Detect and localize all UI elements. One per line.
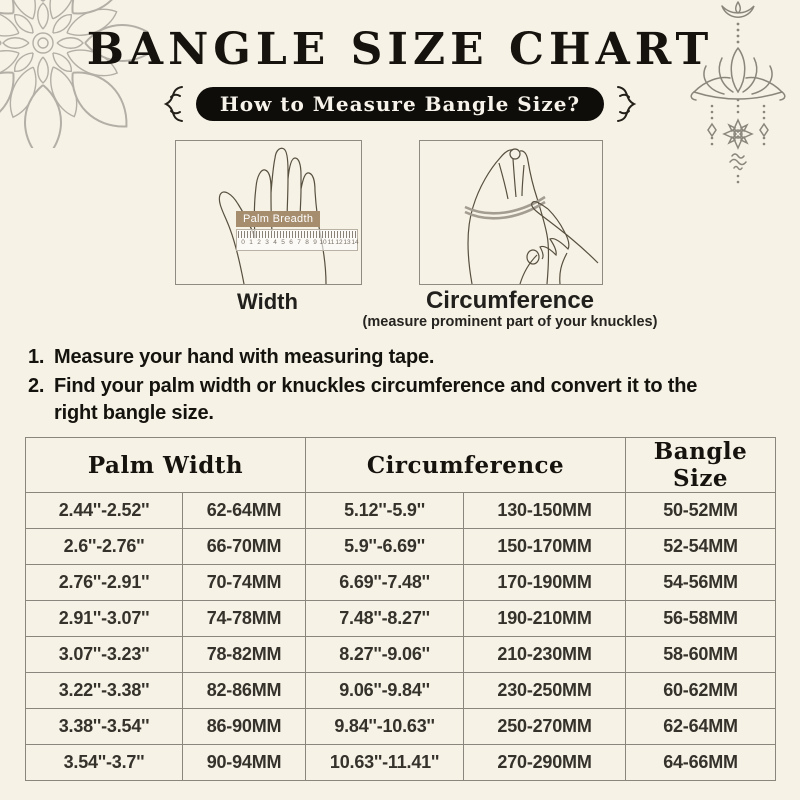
instruction-item: 2. Find your palm width or knuckles circ… xyxy=(28,373,768,427)
table-cell: 2.6''-2.76'' xyxy=(25,528,183,565)
table-cell: 74-78MM xyxy=(181,600,307,637)
table-cell: 82-86MM xyxy=(181,672,307,709)
ruler-number: 10 xyxy=(319,239,327,246)
table-cell: 64-66MM xyxy=(625,744,777,781)
table-cell: 2.91''-3.07'' xyxy=(25,600,183,637)
table-header-row: Palm Width Circumference Bangle Size xyxy=(24,437,777,493)
ruler-ticks xyxy=(238,231,356,238)
width-caption: Width xyxy=(237,289,298,314)
table-cell: 3.38''-3.54'' xyxy=(25,708,183,745)
table-cell: 86-90MM xyxy=(181,708,307,745)
instruction-item: 1. Measure your hand with measuring tape… xyxy=(28,344,768,371)
ruler-number: 4 xyxy=(273,239,277,246)
table-cell: 170-190MM xyxy=(463,564,627,601)
table-cell: 6.69''-7.48'' xyxy=(305,564,465,601)
size-table-body: 2.44''-2.52'' 62-64MM 5.12''-5.9'' 130-150M… xyxy=(25,492,777,781)
table-row: 3.07''-3.23'' 78-82MM 8.27''-9.06'' 210-230… xyxy=(25,636,777,673)
table-cell: 5.9''-6.69'' xyxy=(305,528,465,565)
table-cell: 150-170MM xyxy=(463,528,627,565)
instruction-number: 2. xyxy=(28,375,45,397)
table-cell: 62-64MM xyxy=(181,492,307,529)
circumference-subcaption: (measure prominent part of your knuckles… xyxy=(362,314,658,330)
table-cell: 270-290MM xyxy=(463,744,627,781)
table-cell: 230-250MM xyxy=(463,672,627,709)
width-illustration: 0 1 2 3 4 5 6 7 8 9 10 11 12 13 14 Palm Breadth xyxy=(175,140,362,285)
instruction-text: Measure your hand with measuring tape. xyxy=(54,346,435,368)
table-cell: 3.54''-3.7'' xyxy=(25,744,183,781)
table-cell: 78-82MM xyxy=(181,636,307,673)
ruler-number: 14 xyxy=(351,239,359,246)
mandala-icon xyxy=(0,0,148,148)
table-cell: 2.76''-2.91'' xyxy=(25,564,183,601)
table-cell: 60-62MM xyxy=(625,672,777,709)
pinched-hand-icon xyxy=(464,148,599,285)
table-row: 2.76''-2.91'' 70-74MM 6.69''-7.48'' 170-190… xyxy=(25,564,777,601)
table-row: 2.91''-3.07'' 74-78MM 7.48''-8.27'' 190-210… xyxy=(25,600,777,637)
table-row: 3.22''-3.38'' 82-86MM 9.06''-9.84'' 230-250… xyxy=(25,672,777,709)
ruler-number: 1 xyxy=(249,239,253,246)
table-cell: 5.12''-5.9'' xyxy=(305,492,465,529)
table-cell: 7.48''-8.27'' xyxy=(305,600,465,637)
instruction-text: Find your palm width or knuckles circumf… xyxy=(54,375,698,424)
banner-pill: How to Measure Bangle Size? xyxy=(195,87,605,121)
table-cell: 2.44''-2.52'' xyxy=(25,492,183,529)
ruler-number: 3 xyxy=(265,239,269,246)
how-to-banner: How to Measure Bangle Size? xyxy=(0,84,800,124)
ruler-numbers: 0 1 2 3 4 5 6 7 8 9 10 11 12 13 14 xyxy=(239,239,359,246)
table-cell: 250-270MM xyxy=(463,708,627,745)
table-cell: 50-52MM xyxy=(625,492,777,529)
ruler: 0 1 2 3 4 5 6 7 8 9 10 11 12 13 14 xyxy=(236,229,359,251)
table-cell: 90-94MM xyxy=(181,744,307,781)
table-cell: 3.07''-3.23'' xyxy=(25,636,183,673)
ruler-number: 9 xyxy=(313,239,317,246)
table-row: 2.6''-2.76'' 66-70MM 5.9''-6.69'' 150-170MM… xyxy=(25,528,777,565)
table-cell: 9.84''-10.63'' xyxy=(305,708,465,745)
table-row: 3.54''-3.7'' 90-94MM 10.63''-11.41'' 270-29… xyxy=(25,744,777,781)
table-cell: 66-70MM xyxy=(181,528,307,565)
table-cell: 54-56MM xyxy=(625,564,777,601)
ruler-number: 13 xyxy=(343,239,351,246)
table-cell: 62-64MM xyxy=(625,708,777,745)
lotus-ornament-icon xyxy=(690,1,786,184)
flourish-left-icon xyxy=(163,86,183,122)
table-cell: 8.27''-9.06'' xyxy=(305,636,465,673)
circumference-illustration xyxy=(419,140,603,285)
table-cell: 52-54MM xyxy=(625,528,777,565)
ruler-number: 6 xyxy=(289,239,293,246)
ruler-number: 0 xyxy=(241,239,245,246)
palm-breadth-label: Palm Breadth xyxy=(236,211,321,227)
table-header-circumference: Circumference xyxy=(305,437,627,493)
table-header-palm-width: Palm Width xyxy=(24,437,307,493)
ruler-number: 8 xyxy=(305,239,309,246)
table-cell: 9.06''-9.84'' xyxy=(305,672,465,709)
table-cell: 58-60MM xyxy=(625,636,777,673)
page-title: BANGLE SIZE CHART xyxy=(86,24,714,75)
flourish-right-icon xyxy=(617,86,637,122)
size-table: Palm Width Circumference Bangle Size 2.4… xyxy=(24,437,777,781)
banner-label: How to Measure Bangle Size? xyxy=(219,92,581,116)
table-cell: 210-230MM xyxy=(463,636,627,673)
ruler-number: 5 xyxy=(281,239,285,246)
table-cell: 190-210MM xyxy=(463,600,627,637)
instruction-number: 1. xyxy=(28,346,45,368)
table-cell: 70-74MM xyxy=(181,564,307,601)
table-cell: 130-150MM xyxy=(463,492,627,529)
ruler-number: 2 xyxy=(257,239,261,246)
table-row: 3.38''-3.54'' 86-90MM 9.84''-10.63'' 250-27… xyxy=(25,708,777,745)
table-cell: 56-58MM xyxy=(625,600,777,637)
table-row: 2.44''-2.52'' 62-64MM 5.12''-5.9'' 130-150M… xyxy=(25,492,777,529)
ruler-number: 12 xyxy=(335,239,343,246)
table-cell: 10.63''-11.41'' xyxy=(305,744,465,781)
instructions-list: 1. Measure your hand with measuring tape… xyxy=(28,344,768,429)
circumference-caption: Circumference xyxy=(425,287,595,314)
table-header-bangle-size: Bangle Size xyxy=(625,437,777,493)
ruler-number: 11 xyxy=(327,239,335,246)
table-cell: 3.22''-3.38'' xyxy=(25,672,183,709)
ruler-number: 7 xyxy=(297,239,301,246)
